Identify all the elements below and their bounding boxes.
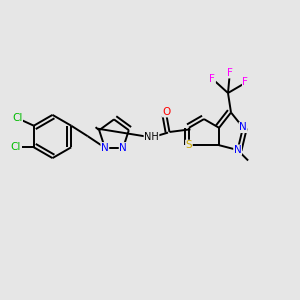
Text: F: F	[226, 68, 232, 78]
Text: S: S	[186, 140, 192, 150]
Text: N: N	[239, 122, 247, 133]
Text: NH: NH	[144, 131, 159, 142]
Text: O: O	[162, 107, 171, 117]
Text: N: N	[101, 142, 109, 153]
Text: Cl: Cl	[12, 113, 22, 123]
Text: N: N	[119, 142, 127, 153]
Text: F: F	[209, 74, 215, 84]
Text: F: F	[242, 76, 248, 87]
Text: N: N	[234, 145, 242, 155]
Text: Cl: Cl	[11, 142, 21, 152]
